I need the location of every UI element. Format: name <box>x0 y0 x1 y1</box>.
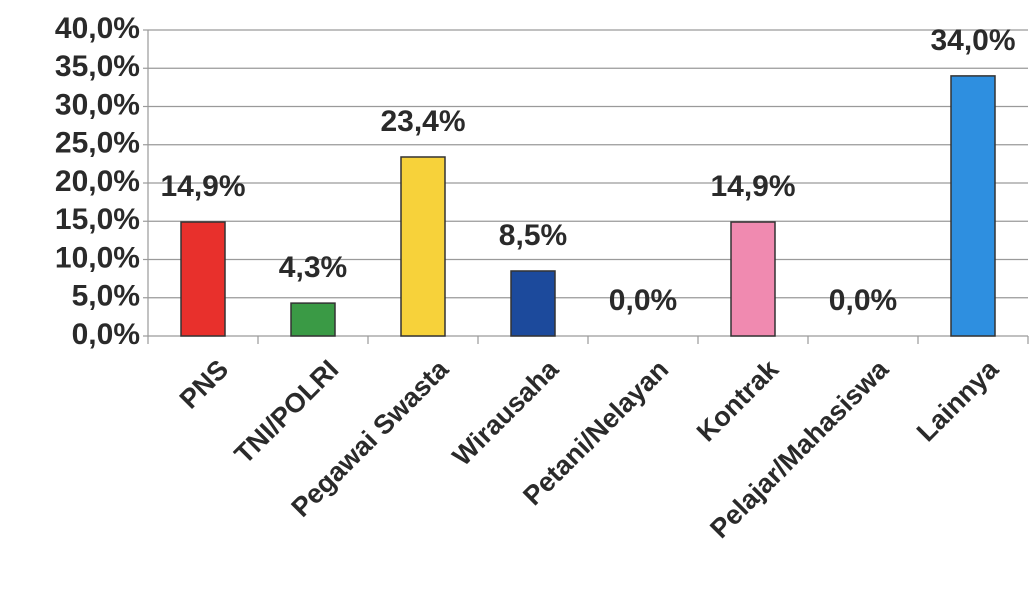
y-tick-label: 40,0% <box>55 12 140 45</box>
bar <box>290 302 336 337</box>
bar <box>730 221 776 337</box>
value-label: 4,3% <box>279 251 347 284</box>
bar <box>510 270 556 337</box>
y-tick-label: 15,0% <box>55 203 140 236</box>
x-tick-label: Kontrak <box>691 353 785 447</box>
y-tick-label: 25,0% <box>55 127 140 160</box>
y-tick-label: 5,0% <box>72 280 140 313</box>
value-label: 23,4% <box>380 105 465 138</box>
y-tick-label: 30,0% <box>55 88 140 121</box>
value-label: 0,0% <box>829 284 897 317</box>
bar <box>180 221 226 337</box>
y-tick-label: 10,0% <box>55 241 140 274</box>
bar <box>950 75 996 337</box>
value-label: 8,5% <box>499 219 567 252</box>
x-tick-label: Lainnya <box>911 353 1005 447</box>
value-label: 34,0% <box>930 24 1015 57</box>
value-label: 14,9% <box>160 170 245 203</box>
y-tick-label: 0,0% <box>72 318 140 351</box>
value-label: 14,9% <box>710 170 795 203</box>
x-tick-label: PNS <box>174 354 234 414</box>
x-tick-label: Pelajar/Mahasiswa <box>704 353 895 544</box>
y-tick-label: 20,0% <box>55 165 140 198</box>
x-tick-label: Wirausaha <box>447 353 565 471</box>
bar <box>400 156 446 337</box>
x-tick-label: TNI/POLRI <box>229 354 345 470</box>
y-tick-label: 35,0% <box>55 50 140 83</box>
value-label: 0,0% <box>609 284 677 317</box>
